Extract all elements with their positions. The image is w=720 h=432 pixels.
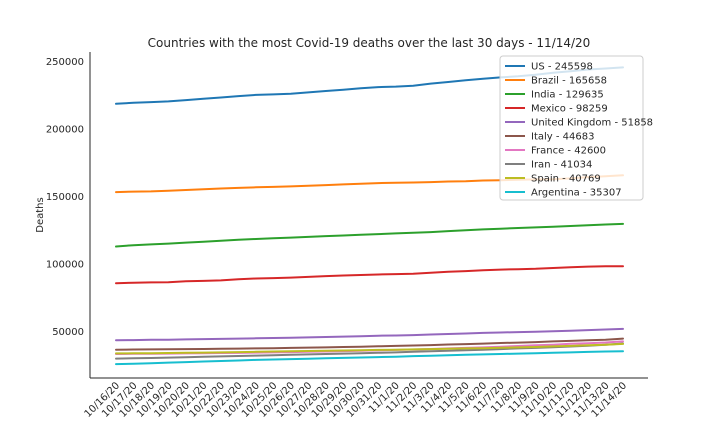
legend-entry: Brazil - 165658 [531, 76, 607, 87]
series-line [115, 222, 624, 248]
y-tick-label: 50000 [52, 327, 84, 338]
legend-entry: Italy - 44683 [531, 132, 594, 143]
legend-entry: United Kingdom - 51858 [531, 118, 653, 129]
series-line [115, 342, 624, 355]
series-line [115, 327, 624, 342]
y-tick-label: 250000 [46, 57, 84, 68]
legend: US - 245598 Brazil - 165658 India - 129635… [499, 55, 653, 201]
chart-title: Countries with the most Covid-19 deaths … [148, 36, 591, 50]
legend-box [499, 55, 644, 201]
legend-entry: Mexico - 98259 [531, 104, 608, 115]
series-lines [115, 66, 624, 366]
series-line [115, 337, 624, 351]
legend-entry: Argentina - 35307 [531, 188, 622, 199]
legend-entry: US - 245598 [531, 62, 593, 73]
series-line [115, 350, 624, 366]
y-tick-label: 200000 [46, 124, 84, 135]
y-tick-label: 150000 [46, 192, 84, 203]
legend-entry: Spain - 40769 [531, 174, 601, 185]
x-ticks: 10/16/2010/17/2010/18/2010/19/2010/20/20… [83, 380, 630, 420]
y-tick-label: 100000 [46, 259, 84, 270]
legend-entry: India - 129635 [531, 90, 604, 101]
y-ticks: 50000 100000 150000 200000 250000 [46, 57, 84, 338]
series-line [115, 265, 624, 285]
y-axis-label: Deaths [35, 197, 46, 232]
legend-entry: France - 42600 [531, 146, 606, 157]
legend-entry: Iran - 41034 [531, 160, 592, 171]
